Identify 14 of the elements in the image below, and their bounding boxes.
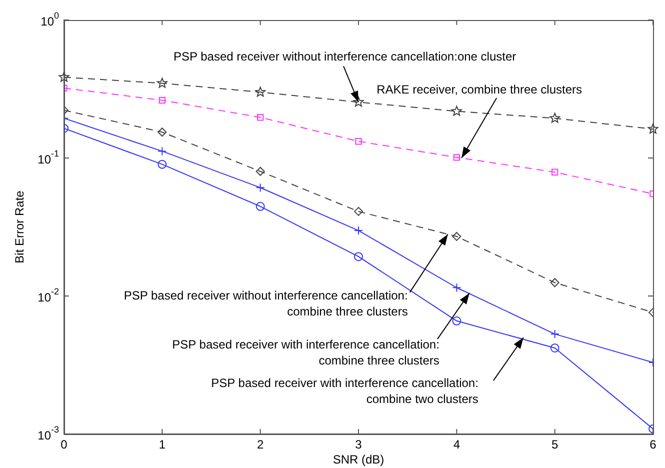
- annotation: PSP based receiver without interference cancellation:one cluster: [174, 49, 516, 64]
- annotation: RAKE receiver, combine three clusters: [376, 82, 582, 96]
- x-tick-label: 6: [650, 437, 657, 452]
- annotation: PSP based receiver without interference cancellation: combine three clusters: [124, 288, 408, 319]
- annotation: PSP based receiver with interference cancellation: combine two clusters: [211, 376, 478, 406]
- x-axis-title: SNR (dB): [332, 452, 384, 466]
- x-tick-label: 0: [60, 437, 68, 452]
- y-axis-title: Bit Error Rate: [12, 190, 26, 264]
- x-tick-label: 1: [158, 437, 166, 452]
- x-tick-label: 5: [551, 437, 558, 452]
- x-tick-label: 2: [256, 437, 264, 452]
- x-tick-label: 3: [355, 437, 362, 452]
- annotation: PSP based receiver with interference cancellation: combine three clusters: [172, 337, 440, 368]
- x-tick-label: 4: [453, 437, 460, 452]
